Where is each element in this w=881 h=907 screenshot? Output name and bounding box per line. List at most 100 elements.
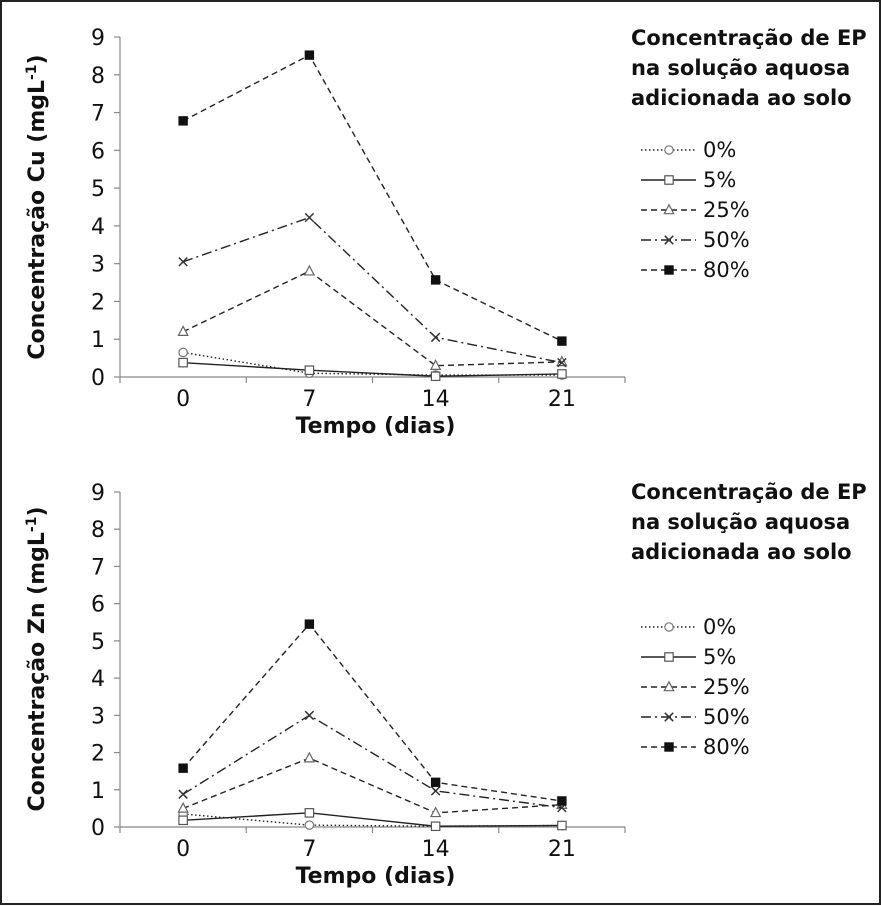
legend-swatch-marker [664,742,674,752]
legend-swatch-marker [664,235,674,245]
y-tick-label: 7 [91,102,105,127]
legend-swatch-marker [664,652,674,662]
legend-entry: 25% [641,675,750,699]
legend-entry: 80% [641,258,750,282]
legend-label: 25% [703,675,750,699]
data-point [177,801,189,813]
series-line [183,361,562,377]
legend-label: 5% [703,168,736,192]
series-line [182,757,562,814]
data-point [177,325,189,336]
y-tick-label: 5 [91,630,105,655]
data-point [430,777,441,788]
legend-label: 50% [703,228,750,252]
y-tick-label: 3 [91,704,105,729]
x-tick-label: 0 [176,837,190,862]
legend-entry: 50% [641,705,750,729]
y-axis-title: Concentração Cu (mgL-1) [24,54,50,359]
x-axis-title: Tempo (dias) [296,414,456,439]
legend: Concentração de EP na solução aquosa adici… [631,480,867,759]
x-tick-label: 21 [548,387,576,412]
y-tick-label: 1 [91,328,105,353]
x-tick-label: 7 [302,837,316,862]
legend-swatch-marker [664,265,674,275]
legend-label: 25% [703,198,750,222]
y-tick-label: 9 [91,481,105,506]
y-tick-label: 7 [91,555,105,580]
data-point [556,355,568,367]
data-point [178,789,188,799]
data-point [303,751,316,763]
x-axis-title: Tempo (dias) [296,864,456,889]
y-tick-label: 0 [91,366,105,391]
x-tick-label: 7 [302,387,316,412]
data-point [430,821,441,832]
legend-swatch-marker [663,203,675,215]
y-tick-label: 8 [91,518,105,543]
data-point [430,786,441,796]
legend-title-line: na solução aquosa [631,510,850,534]
y-tick-label: 2 [91,290,105,315]
data-point [429,359,442,370]
legend-swatch-marker [664,622,674,632]
legend-label: 80% [703,735,750,759]
series-25pct [177,751,568,818]
y-axis-title: Concentração Zn (mgL-1) [24,506,50,811]
data-point [557,796,567,806]
data-point [178,357,188,368]
legend-entry: 80% [641,735,750,759]
y-tick-label: 1 [91,779,105,804]
legend-title-line: Concentração de EP [631,26,867,50]
chart-panel-2: 0 1 2 3 4 5 6 7 8 9 0 7 14 21 Tempo (dias) Concentração… [24,480,867,889]
series-line [182,623,562,802]
x-tick-label: 0 [176,387,190,412]
data-point [430,371,441,382]
data-point [429,806,442,818]
data-point [557,336,567,346]
data-point [557,369,567,379]
data-point [304,710,315,721]
x-tick-label: 21 [548,837,576,862]
series-50pct [178,710,567,813]
x-tick-label: 14 [422,837,450,862]
data-point [303,264,316,276]
data-point [178,257,188,267]
y-tick-label: 9 [91,26,105,51]
data-point [178,815,188,826]
series-80pct [178,50,567,346]
legend-entry: 0% [641,615,736,639]
series-50pct [178,212,567,368]
y-tick-label: 4 [91,215,105,240]
legend-entry: 5% [641,645,736,669]
series-25pct [177,264,568,370]
legend: Concentração de EP na solução aquosa adici… [631,26,867,282]
series-line [182,714,562,809]
legend-swatch-marker [664,175,674,185]
legend-label: 0% [703,615,736,639]
legend-swatch-marker [663,680,675,692]
legend-label: 5% [703,645,736,669]
legend-entry: 5% [641,168,736,192]
data-point [304,365,315,375]
legend-title-line: adicionada ao solo [631,86,852,110]
data-point [304,50,315,60]
data-point [430,275,441,285]
y-tick-label: 2 [91,742,105,767]
y-tick-label: 4 [91,667,105,692]
series-line [183,812,562,827]
legend-title-line: adicionada ao solo [631,540,852,564]
legend-label: 0% [703,138,736,162]
data-point [304,808,315,818]
series-80pct [178,619,567,806]
data-point [304,820,315,830]
y-tick-label: 8 [91,64,105,89]
series-5pct [178,808,567,832]
data-point [178,763,188,773]
data-point [178,116,188,126]
data-point [557,357,567,368]
series-line [183,351,562,376]
y-tick-label: 3 [91,253,105,278]
data-point [304,619,315,629]
